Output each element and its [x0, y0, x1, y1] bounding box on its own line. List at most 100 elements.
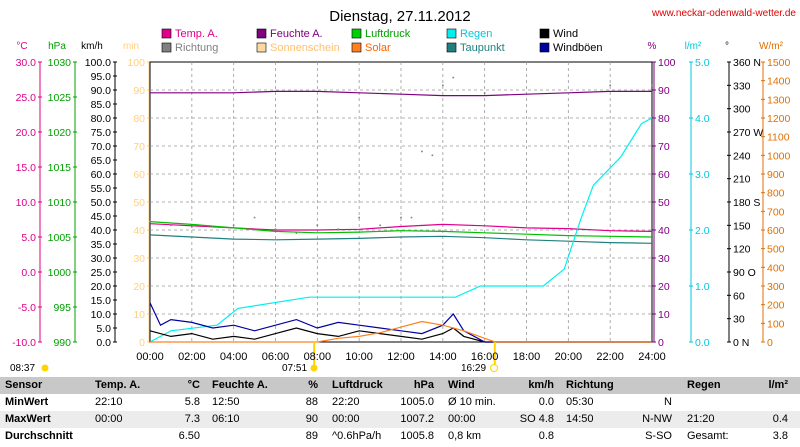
time-tick: 10:00: [345, 351, 373, 363]
axis-tick-min: 40: [133, 225, 145, 237]
sunrise-icon: [310, 364, 318, 372]
axis-tick-min: 90: [133, 85, 145, 97]
time-tick: 18:00: [513, 351, 541, 363]
axis-tick-temp: 30.0: [16, 57, 37, 69]
axis-tick-dir: 60: [733, 290, 745, 302]
stats-header: Feuchte A.: [212, 379, 268, 391]
axis-tick-pct: 10: [658, 309, 670, 321]
legend-label: Feuchte A.: [270, 28, 323, 40]
axis-tick-rain: 3.0: [695, 169, 710, 181]
stats-header: Wind: [448, 379, 475, 391]
axis-tick-temp: -10.0: [12, 337, 36, 349]
legend-label: Windböen: [553, 42, 603, 54]
axis-tick-rain: 2.0: [695, 225, 710, 237]
axis-tick-kmh: 65.0: [91, 155, 112, 167]
stats-value: 00:00: [448, 413, 476, 425]
axis-tick-dir: 90 O: [733, 267, 756, 279]
stats-value: 88: [305, 396, 318, 408]
series-point: [400, 216, 402, 219]
series-point: [410, 216, 413, 219]
time-tick: 06:00: [262, 351, 290, 363]
axis-tick-temp: -5.0: [18, 302, 36, 314]
axis-tick-min: 50: [133, 197, 145, 209]
stats-value: ^0.6hPa/h: [332, 430, 382, 442]
axis-tick-pct: 0: [658, 337, 664, 349]
axis-tick-dir: 30: [733, 314, 745, 326]
legend: Temp. A. Richtung Feuchte A. Sonnenschein Lu…: [161, 28, 603, 54]
legend-swatch: [351, 42, 362, 53]
axis-unit-hpa: hPa: [48, 41, 66, 52]
time-tick: 22:00: [596, 351, 624, 363]
stats-value: 1005.8: [400, 430, 434, 442]
axis-tick-kmh: 95.0: [91, 71, 112, 83]
axis-tick-wm2: 900: [767, 169, 785, 181]
legend-swatch: [446, 28, 457, 39]
time-tick: 12:00: [387, 351, 415, 363]
time-tick: 08:00: [304, 351, 332, 363]
axis-tick-wm2: 400: [767, 262, 785, 274]
axis-tick-wm2: 200: [767, 300, 785, 312]
stats-value: SO 4.8: [519, 413, 554, 425]
axis-tick-min: 20: [133, 281, 145, 293]
axis-tick-hpa: 990: [53, 337, 71, 349]
stats-row-label: Durchschnitt: [5, 430, 73, 442]
series-point: [170, 224, 172, 227]
axis-tick-pct: 90: [658, 85, 670, 97]
stats-value: 7.3: [184, 413, 200, 425]
stats-value: 0,8 km: [448, 430, 482, 442]
stats-header: Richtung: [566, 379, 614, 391]
time-axis: 00:00 02:00 04:00 06:00 08:00 10:00 12:00 14:00…: [136, 351, 666, 363]
axis-tick-min: 0: [139, 337, 145, 349]
series-point: [253, 216, 256, 219]
series-point: [295, 232, 298, 234]
axis-tick-wm2: 600: [767, 225, 785, 237]
axis-tick-hpa: 1020: [48, 127, 72, 139]
stats-value: S-SO: [645, 430, 672, 442]
axis-tick-min: 60: [133, 169, 145, 181]
axis-tick-kmh: 55.0: [91, 183, 112, 195]
axis-unit-rain: l/m²: [685, 41, 702, 52]
axis-tick-hpa: 1010: [48, 197, 72, 209]
axis-tick-rain: 4.0: [695, 113, 710, 125]
axis-tick-pct: 30: [658, 253, 670, 265]
stats-value: 0.8: [538, 430, 554, 442]
legend-label: Wind: [553, 28, 578, 40]
axis-tick-kmh: 10.0: [91, 309, 112, 321]
axis-tick-kmh: 35.0: [91, 239, 112, 251]
stats-value: 00:00: [95, 413, 123, 425]
stats-value: N: [664, 396, 672, 408]
stats-value: 89: [305, 430, 318, 442]
axis-tick-min: 100: [127, 57, 145, 69]
axis-tick-dir: 300: [733, 104, 751, 116]
axis-tick-wm2: 500: [767, 244, 785, 256]
axis-tick-wm2: 1500: [767, 57, 791, 69]
time-tick: 02:00: [178, 351, 206, 363]
axis-tick-wm2: 0: [767, 337, 773, 349]
axis-tick-wm2: 300: [767, 281, 785, 293]
axes: °C 30.0 25.0 20.0 15.0 10.0 5.0 0.0 -5.0 -10.0 hPa…: [12, 41, 790, 349]
stats-value: 06:10: [212, 413, 240, 425]
site-url[interactable]: www.neckar-odenwald-wetter.de: [651, 8, 796, 19]
stats-value: 00:00: [332, 413, 360, 425]
axis-tick-hpa: 1000: [48, 267, 72, 279]
series-point: [316, 224, 319, 227]
axis-tick-hpa: 1030: [48, 57, 72, 69]
legend-label: Regen: [460, 28, 492, 40]
axis-tick-wm2: 800: [767, 188, 785, 200]
axis-tick-dir: 150: [733, 220, 751, 232]
series-point: [452, 76, 455, 79]
series-line: [149, 327, 652, 343]
series-line: [150, 90, 652, 97]
axis-tick-dir: 330: [733, 80, 751, 92]
axis-tick-min: 70: [133, 141, 145, 153]
series-point: [232, 224, 235, 227]
stats-value: 5.8: [184, 396, 200, 408]
stats-value: 0.0: [538, 396, 554, 408]
series-point: [651, 84, 653, 87]
axis-tick-pct: 100: [658, 57, 676, 69]
stats-value: 6.50: [178, 430, 200, 442]
axis-tick-dir: 240: [733, 150, 751, 162]
axis-tick-min: 30: [133, 253, 145, 265]
sunrise-time: 07:51: [282, 363, 307, 374]
series-point: [431, 154, 434, 157]
